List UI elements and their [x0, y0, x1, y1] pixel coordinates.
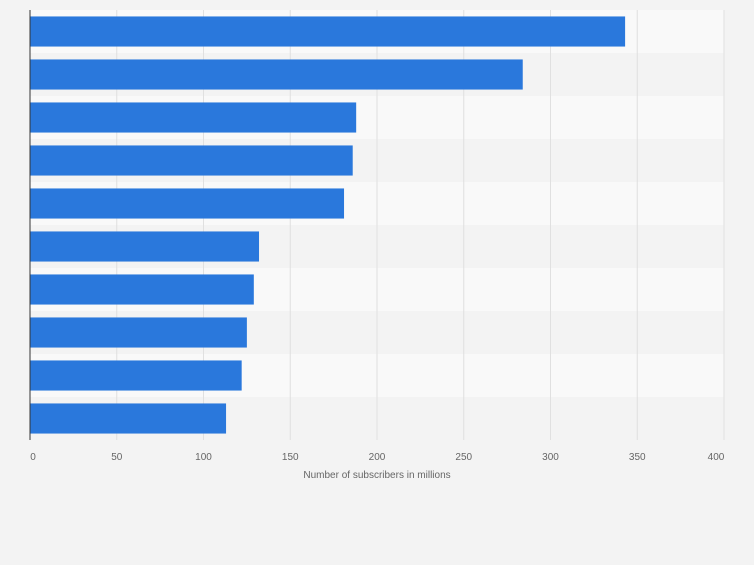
bar: [30, 102, 357, 133]
bar: [30, 274, 254, 305]
x-tick-label: 250: [455, 452, 472, 463]
bars: [30, 16, 626, 434]
bar: [30, 59, 523, 90]
bar: [30, 231, 260, 262]
x-tick-label: 50: [111, 452, 123, 463]
bar: [30, 188, 345, 219]
x-tick-label: 150: [282, 452, 299, 463]
bar: [30, 145, 353, 176]
x-axis-title: Number of subscribers in millions: [303, 470, 450, 481]
bar: [30, 360, 242, 391]
x-tick-label: 100: [195, 452, 212, 463]
x-tick-label: 0: [30, 452, 36, 463]
x-tick-label: 400: [708, 452, 725, 463]
bar: [30, 403, 227, 434]
x-axis-ticks: 0 50 100 150 200 250 300 350 400: [30, 452, 725, 463]
bar: [30, 317, 247, 348]
x-tick-label: 350: [629, 452, 646, 463]
x-tick-label: 200: [369, 452, 386, 463]
bar: [30, 16, 626, 47]
x-tick-label: 300: [542, 452, 559, 463]
